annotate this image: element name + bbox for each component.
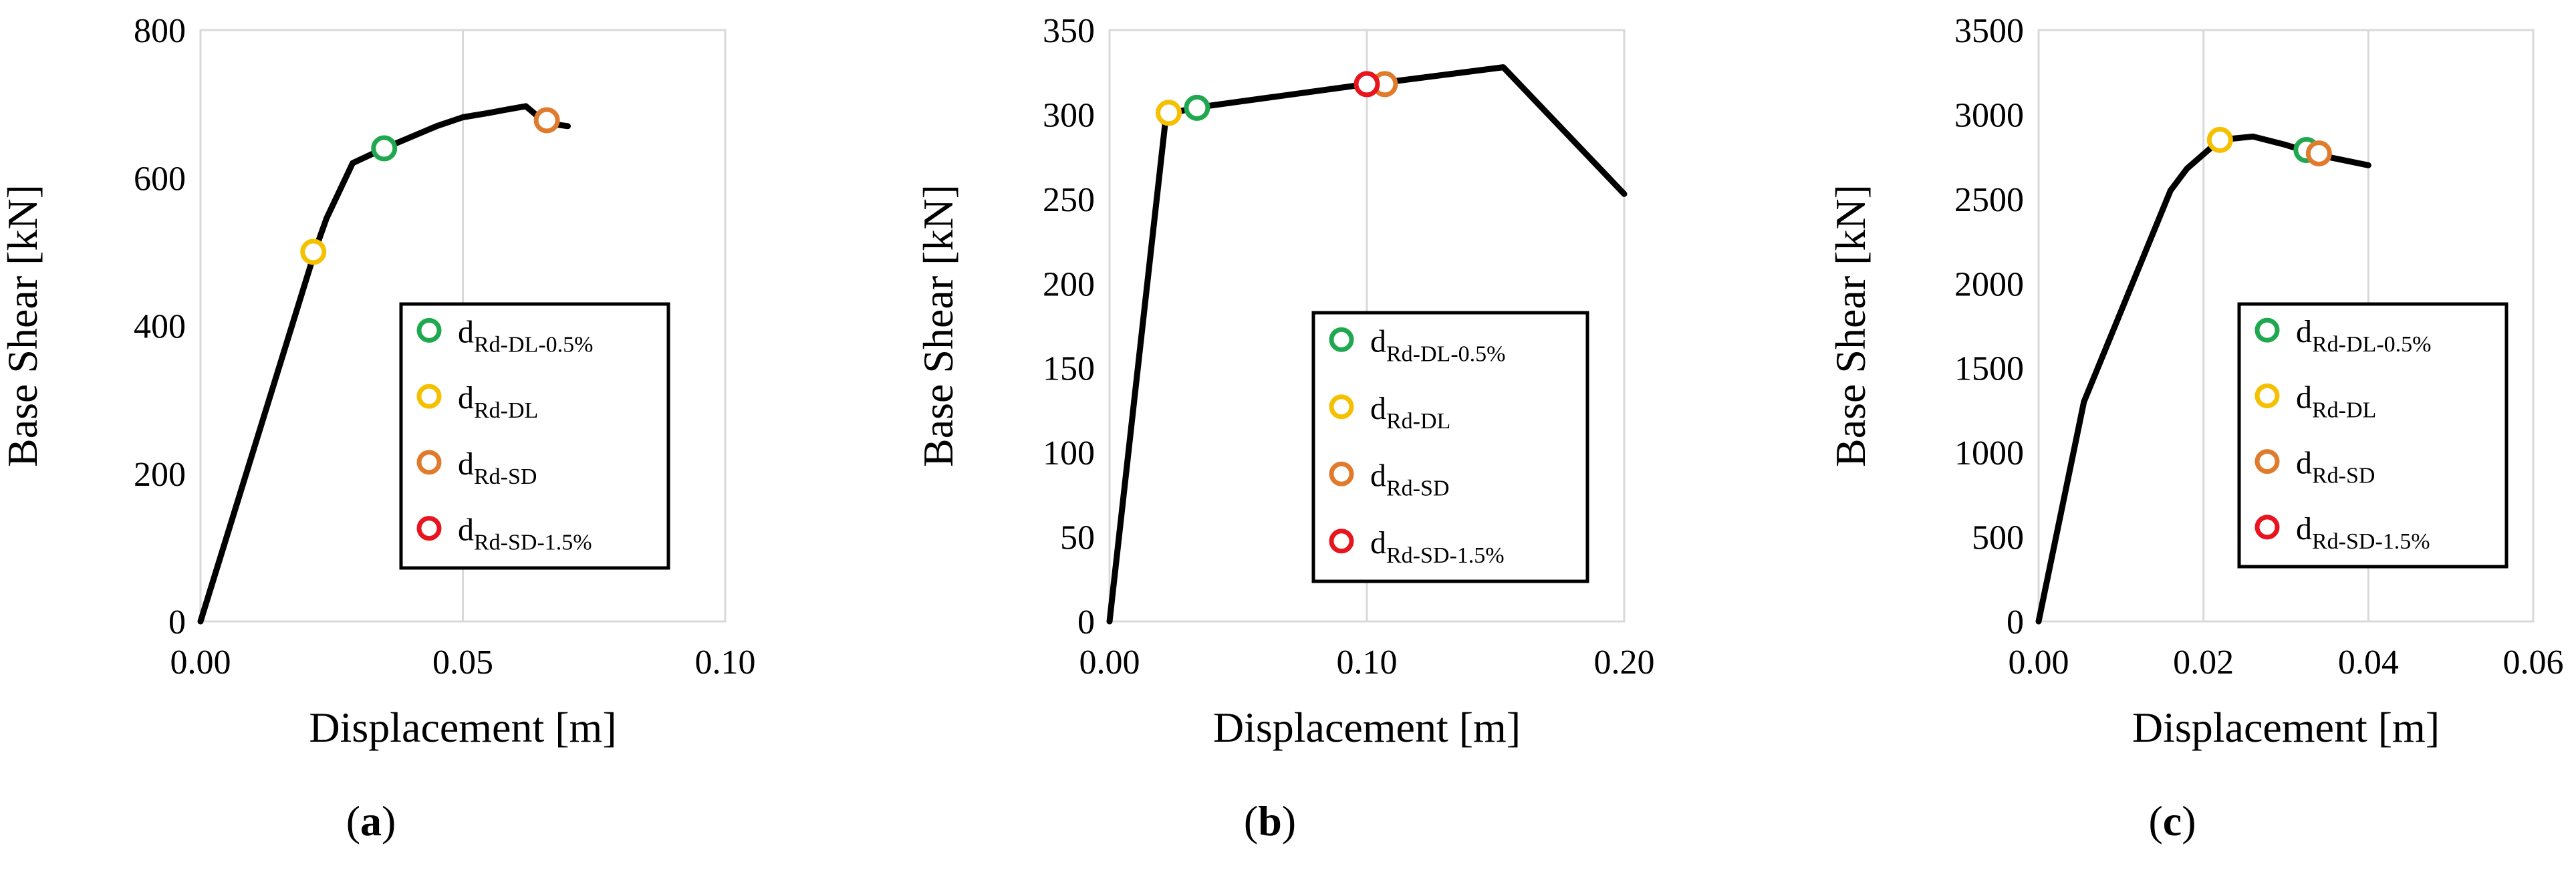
- legend-entry-label: dRd-SD: [458, 446, 537, 489]
- y-tick-label: 100: [1043, 434, 1095, 472]
- y-tick-label: 3000: [1954, 96, 2024, 134]
- y-tick-label: 50: [1060, 519, 1095, 557]
- x-tick-label: 0.00: [170, 643, 231, 682]
- y-axis-title: Base Shear [kN]: [1827, 184, 1874, 467]
- chart-panel-c: 0 500 1000 1500 2000 2500 3000 3500 0.00 0.02 0.04…: [1827, 12, 2564, 845]
- y-tick-label: 3500: [1954, 12, 2024, 50]
- marker-rd-dl: [2206, 126, 2233, 153]
- legend-marker-rd-dl: [1329, 394, 1354, 420]
- y-axis-title: Base Shear [kN]: [0, 184, 46, 467]
- y-tick-label: 2000: [1954, 265, 2024, 303]
- marker-rd-dl-05: [371, 135, 398, 162]
- x-tick-label: 0.05: [432, 643, 493, 682]
- chart-panel-b: 0 50 100 150 200 250 300 350 0.00 0.10 0.20 Displac…: [914, 12, 1655, 845]
- legend-entry-label: dRd-DL-0.5%: [1370, 323, 1505, 366]
- chart-panel-a: 0 200 400 600 800 0.00 0.05 0.10 Displacement [m…: [0, 12, 756, 845]
- legend-entry-label: dRd-DL-0.5%: [2296, 314, 2431, 357]
- x-tick-label: 0.02: [2173, 643, 2234, 682]
- marker-rd-dl: [300, 239, 327, 265]
- legend-marker-rd-dl-05: [2255, 317, 2280, 343]
- legend-entry-label: dRd-DL: [458, 380, 538, 423]
- x-tick-label: 0.20: [1594, 643, 1655, 682]
- y-tick-label: 1500: [1954, 350, 2024, 388]
- legend-marker-rd-sd-15: [1329, 529, 1354, 554]
- y-tick-label: 0: [1077, 603, 1095, 641]
- x-axis-title: Displacement [m]: [309, 704, 616, 751]
- y-tick-label: 400: [134, 308, 186, 346]
- legend-marker-rd-dl-05: [1329, 327, 1354, 352]
- marker-rd-sd: [533, 107, 560, 134]
- marker-rd-sd-15: [1354, 71, 1380, 98]
- x-tick-label: 0.10: [1337, 643, 1398, 682]
- x-axis-title: Displacement [m]: [2132, 704, 2440, 751]
- legend-box: [2237, 302, 2508, 569]
- panel-label: (a): [346, 797, 396, 845]
- plot-area: [1108, 29, 1626, 623]
- y-tick-label: 200: [134, 456, 186, 494]
- legend-box: [1311, 311, 1589, 583]
- x-tick-label: 0.00: [2009, 643, 2069, 682]
- marker-rd-sd: [2305, 140, 2332, 167]
- panel-label: (b): [1244, 797, 1296, 845]
- x-axis-title: Displacement [m]: [1213, 704, 1521, 751]
- legend-marker-rd-sd: [2255, 449, 2280, 474]
- plot-area: [199, 29, 727, 623]
- legend-entry-label: dRd-DL: [1370, 391, 1450, 434]
- legend-marker-rd-sd-15: [416, 516, 442, 541]
- y-tick-label: 2500: [1954, 181, 2024, 219]
- x-tick-label: 0.04: [2338, 643, 2399, 682]
- marker-rd-dl: [1156, 100, 1182, 126]
- legend-entry-label: dRd-SD-1.5%: [458, 513, 592, 555]
- y-tick-label: 0: [168, 603, 186, 641]
- y-tick-label: 0: [2007, 603, 2024, 641]
- x-tick-label: 0.06: [2503, 643, 2564, 682]
- legend-marker-rd-dl: [2255, 383, 2280, 408]
- legend-marker-rd-sd: [1329, 461, 1354, 486]
- legend-entry-label: dRd-DL-0.5%: [458, 314, 593, 357]
- panel-label: (c): [2148, 797, 2196, 845]
- legend-marker-rd-sd-15: [2255, 515, 2280, 540]
- legend-entry-label: dRd-SD-1.5%: [2296, 511, 2430, 554]
- legend-entry-label: dRd-DL: [2296, 380, 2376, 422]
- y-tick-label: 350: [1043, 12, 1095, 50]
- y-tick-label: 250: [1043, 181, 1095, 219]
- legend-entry-label: dRd-SD: [2296, 446, 2375, 488]
- legend-marker-rd-dl-05: [416, 317, 442, 343]
- legend: dRd-DL-0.5% dRd-DL dRd-SD dRd-SD-1.5%: [399, 302, 670, 570]
- legend: dRd-DL-0.5% dRd-DL dRd-SD dRd-SD-1.5%: [2237, 302, 2508, 569]
- x-tick-label: 0.00: [1079, 643, 1140, 682]
- y-axis-title: Base Shear [kN]: [914, 184, 962, 467]
- y-tick-label: 800: [134, 12, 186, 50]
- y-tick-label: 1000: [1954, 434, 2024, 472]
- marker-rd-dl-05: [1184, 94, 1210, 121]
- y-tick-label: 600: [134, 160, 186, 198]
- y-tick-label: 500: [1972, 519, 2024, 557]
- legend-box: [399, 302, 670, 570]
- x-tick-label: 0.10: [695, 643, 756, 682]
- legend-entry-label: dRd-SD: [1370, 458, 1449, 500]
- y-tick-label: 200: [1043, 265, 1095, 303]
- plot-area: [2037, 29, 2535, 623]
- legend-marker-rd-dl: [416, 384, 442, 409]
- legend-entry-label: dRd-SD-1.5%: [1370, 525, 1505, 568]
- y-tick-label: 300: [1043, 96, 1095, 134]
- legend: dRd-DL-0.5% dRd-DL dRd-SD dRd-SD-1.5%: [1311, 311, 1589, 583]
- legend-marker-rd-sd: [416, 450, 442, 475]
- y-tick-label: 150: [1043, 350, 1095, 388]
